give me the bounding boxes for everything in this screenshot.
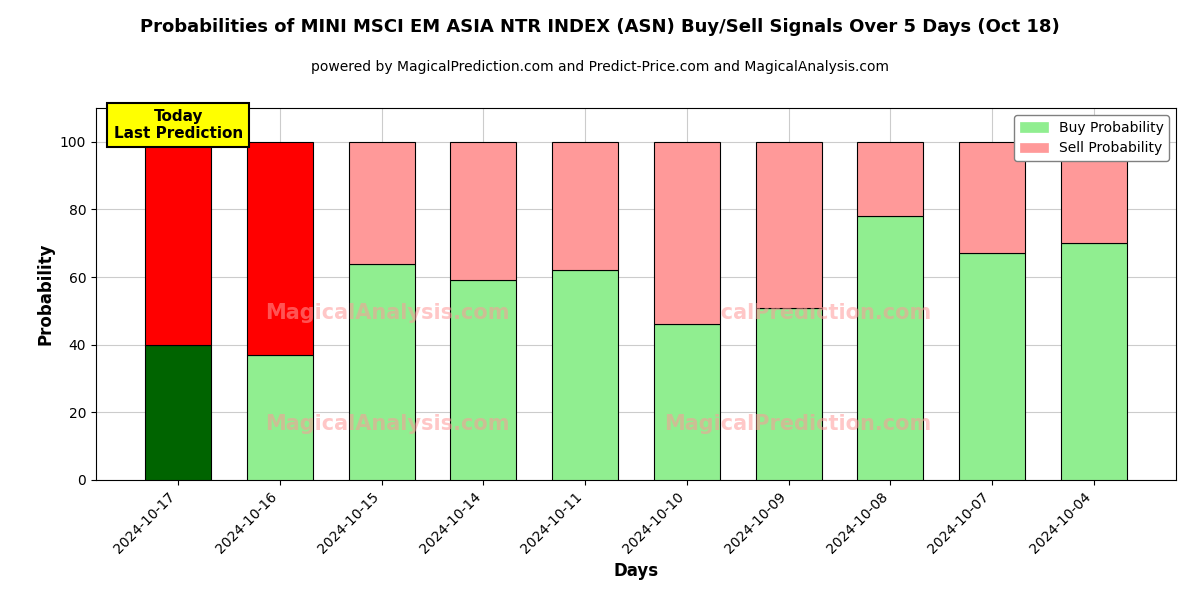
Text: Today
Last Prediction: Today Last Prediction — [114, 109, 242, 141]
X-axis label: Days: Days — [613, 562, 659, 580]
Bar — [247, 355, 313, 480]
Bar — [756, 142, 822, 308]
Bar — [959, 253, 1025, 480]
Bar — [857, 216, 924, 480]
Y-axis label: Probability: Probability — [36, 243, 54, 345]
Bar — [450, 280, 516, 480]
Bar — [552, 271, 618, 480]
Bar — [450, 142, 516, 280]
Text: MagicalPrediction.com: MagicalPrediction.com — [665, 414, 931, 434]
Text: Probabilities of MINI MSCI EM ASIA NTR INDEX (ASN) Buy/Sell Signals Over 5 Days : Probabilities of MINI MSCI EM ASIA NTR I… — [140, 18, 1060, 36]
Bar — [552, 142, 618, 271]
Bar — [1061, 142, 1127, 243]
Bar — [348, 263, 415, 480]
Bar — [247, 142, 313, 355]
Bar — [348, 142, 415, 263]
Bar — [145, 345, 211, 480]
Text: MagicalPrediction.com: MagicalPrediction.com — [665, 302, 931, 323]
Text: MagicalAnalysis.com: MagicalAnalysis.com — [265, 302, 510, 323]
Bar — [857, 142, 924, 216]
Bar — [1061, 243, 1127, 480]
Text: MagicalAnalysis.com: MagicalAnalysis.com — [265, 414, 510, 434]
Bar — [654, 142, 720, 325]
Bar — [959, 142, 1025, 253]
Text: powered by MagicalPrediction.com and Predict-Price.com and MagicalAnalysis.com: powered by MagicalPrediction.com and Pre… — [311, 60, 889, 74]
Bar — [145, 142, 211, 345]
Legend: Buy Probability, Sell Probability: Buy Probability, Sell Probability — [1014, 115, 1169, 161]
Bar — [654, 325, 720, 480]
Bar — [756, 308, 822, 480]
